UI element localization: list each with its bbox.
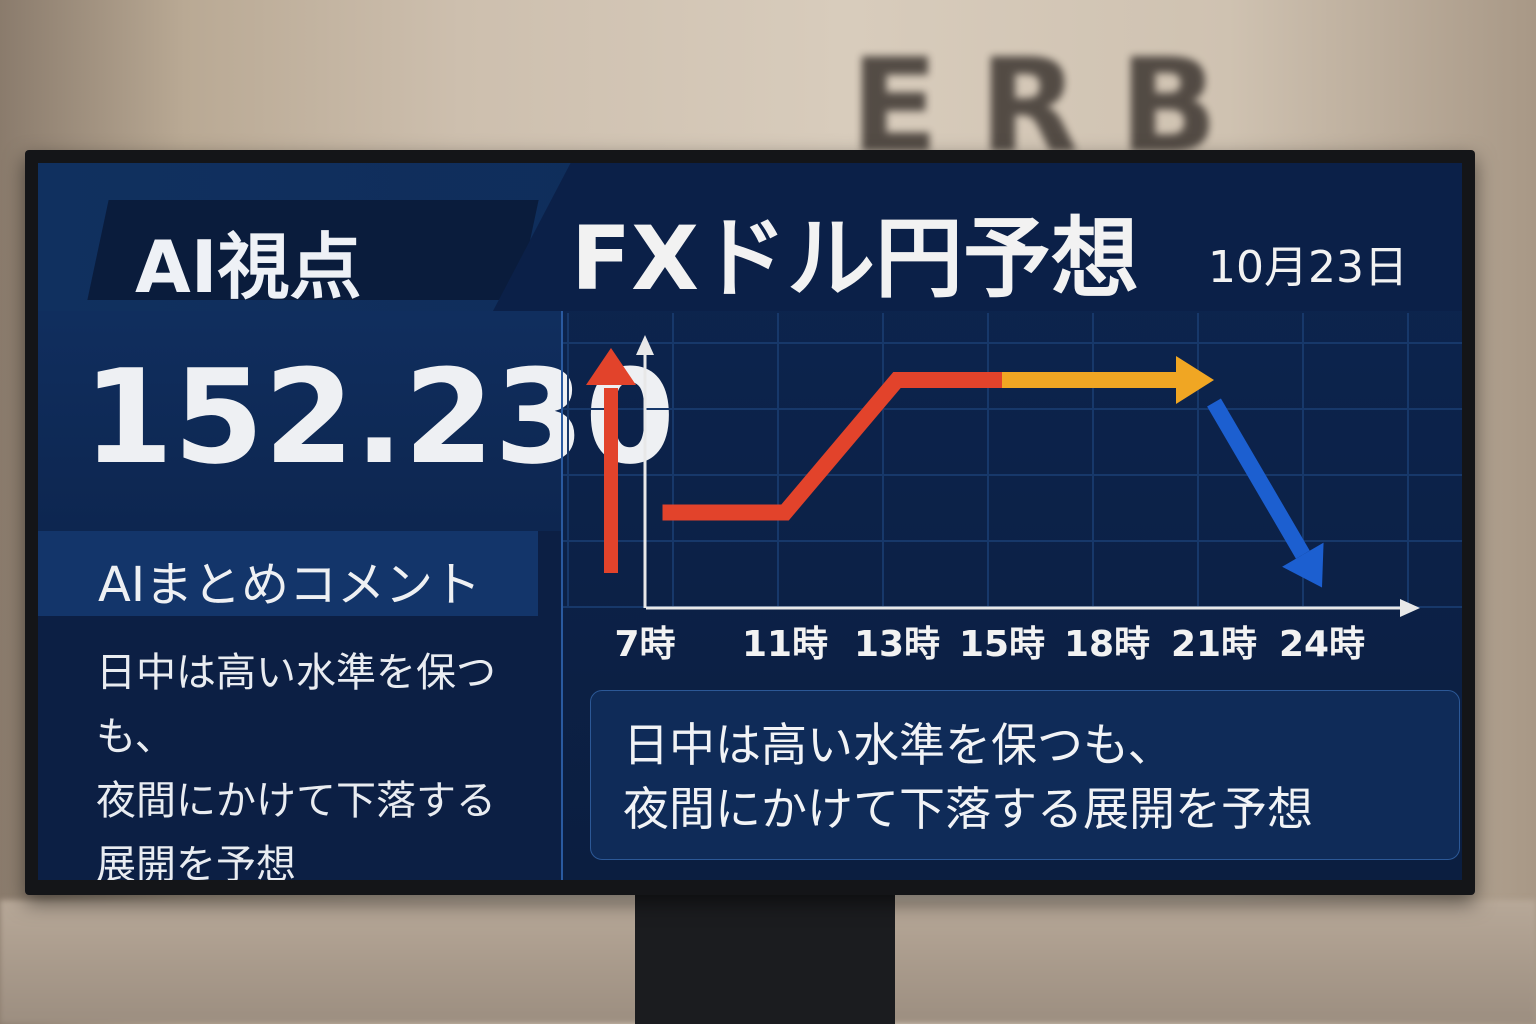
y-axis-arrow-icon xyxy=(636,335,654,355)
summary-box: 日中は高い水準を保つも、 夜間にかけて下落する展開を予想 xyxy=(590,690,1460,860)
comment-line: 夜間にかけて下落する xyxy=(96,778,496,824)
x-tick-label: 15時 xyxy=(959,624,1045,665)
price-box: 152.230 xyxy=(38,311,675,531)
date-label: 10月23日 xyxy=(1208,242,1408,293)
x-tick-label: 21時 xyxy=(1171,624,1257,665)
price-value: 152.230 xyxy=(83,341,676,493)
x-tick-label: 11時 xyxy=(742,624,828,665)
comment-heading-label: AIまとめコメント xyxy=(98,557,481,613)
x-axis-arrow-icon xyxy=(1400,599,1420,617)
ai-tag: AI視点 xyxy=(135,225,362,309)
comment-line: 日中は高い水準を保つも、 xyxy=(96,650,496,760)
title-band xyxy=(493,163,1462,311)
series-line-0 xyxy=(662,372,1002,521)
comment-line: 展開を予想 xyxy=(96,842,296,880)
comment-text: 日中は高い水準を保つも、 夜間にかけて下落する 展開を予想 xyxy=(96,641,566,880)
x-tick-label: 13時 xyxy=(854,624,940,665)
summary-text: 日中は高い水準を保つも、 夜間にかけて下落する展開を予想 xyxy=(623,713,1313,841)
summary-line: 夜間にかけて下落する展開を予想 xyxy=(623,782,1313,836)
x-tick-label: 7時 xyxy=(614,624,675,665)
panel-divider xyxy=(561,311,563,880)
x-tick-label: 18時 xyxy=(1064,624,1150,665)
trend-up-arrow-icon xyxy=(586,348,636,385)
x-tick-label: 24時 xyxy=(1279,624,1365,665)
monitor-stand xyxy=(635,893,895,1024)
trend-up-arrow-shaft xyxy=(604,388,618,573)
summary-line: 日中は高い水準を保つも、 xyxy=(623,718,1174,772)
page-title: FXドル円予想 xyxy=(571,207,1139,310)
series-line-2 xyxy=(1207,398,1310,559)
series-arrowhead-icon xyxy=(1282,542,1324,588)
series-arrowhead-icon xyxy=(1176,356,1214,404)
left-panel: 152.230 AIまとめコメント 日中は高い水準を保つも、 夜間にかけて下落す… xyxy=(38,311,675,880)
forecast-chart: 7時 11時 13時 15時 18時 21時 24時 xyxy=(563,313,1462,665)
comment-heading: AIまとめコメント xyxy=(38,531,538,616)
monitor-screen: AI視点 FXドル円予想 10月23日 152.230 AIまとめコメント 日中… xyxy=(38,163,1462,880)
